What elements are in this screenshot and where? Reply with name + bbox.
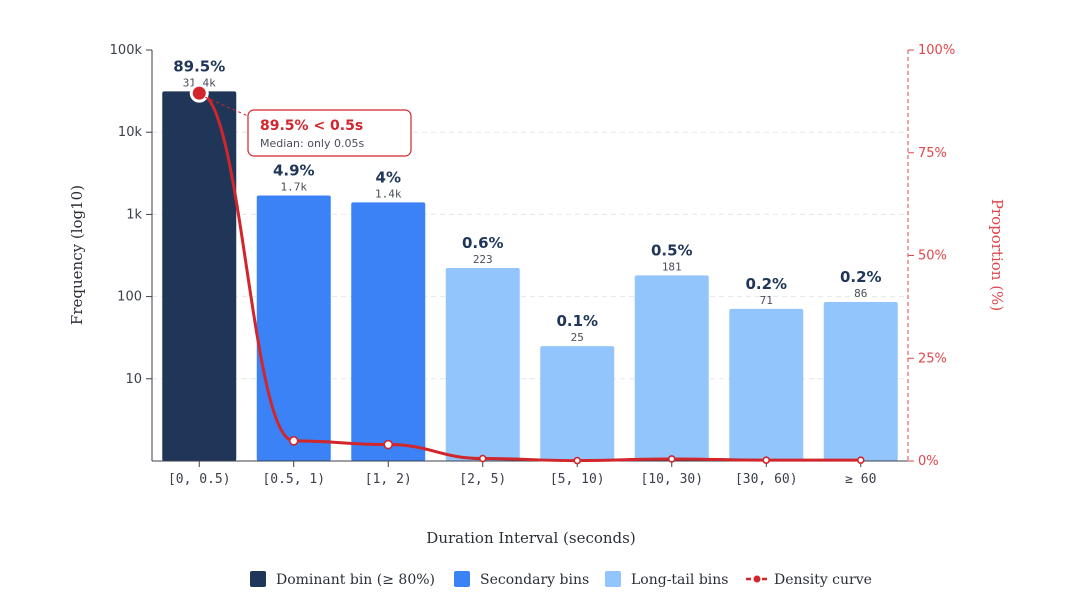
- y-tick-label: 100k: [110, 43, 143, 58]
- bars: [162, 91, 898, 461]
- y2-tick-label: 75%: [918, 146, 947, 161]
- annotation-title: 89.5% < 0.5s: [260, 118, 363, 134]
- legend-swatch-longtail: [605, 571, 621, 587]
- density-point-highlight: [189, 83, 209, 103]
- density-point: [762, 456, 771, 464]
- bar: [634, 275, 709, 461]
- bar: [540, 346, 615, 461]
- legend-swatch-secondary: [454, 571, 470, 587]
- category-label: [5, 10): [550, 472, 605, 487]
- density-point: [478, 454, 487, 463]
- bar: [823, 301, 898, 461]
- annotation: 89.5% < 0.5s Median: only 0.05s: [205, 96, 412, 157]
- percent-label: 0.2%: [745, 275, 787, 293]
- count-label: 1.7k: [281, 180, 308, 193]
- y-tick-label: 10: [125, 372, 142, 387]
- bar-labels: 89.5%31.4k 4.9%1.7k 4%1.4k 0.6%223 0.1%25 0.5…: [173, 57, 881, 344]
- y2-tick-label: 50%: [918, 249, 947, 264]
- annotation-box: [247, 109, 412, 157]
- tick-labels: 10 100 1k 10k 100k 0% 25% 50% 75% 100%: [110, 43, 956, 469]
- count-label: 71: [760, 294, 773, 307]
- legend: Dominant bin (≥ 80%) Secondary bins Long-t…: [250, 571, 872, 588]
- density-point: [573, 456, 582, 465]
- legend-label: Dominant bin (≥ 80%): [276, 572, 435, 588]
- count-label: 86: [854, 287, 867, 300]
- density-point: [383, 439, 394, 450]
- bar: [351, 202, 426, 461]
- y-tick-label: 100: [117, 290, 142, 305]
- category-label: [30, 60): [735, 472, 798, 487]
- annotation-leader: [205, 96, 249, 117]
- percent-label: 89.5%: [173, 57, 225, 75]
- count-label: 1.4k: [375, 187, 402, 200]
- y2-axis-title: Proportion (%): [988, 199, 1006, 311]
- density-point: [667, 455, 676, 463]
- count-label: 223: [473, 253, 493, 266]
- legend-swatch-dominant: [250, 571, 266, 587]
- density-curve: [189, 83, 865, 465]
- bar: [162, 91, 237, 461]
- y-tick-label: 1k: [126, 207, 142, 222]
- percent-label: 0.6%: [462, 234, 504, 252]
- count-label: 25: [571, 331, 584, 344]
- x-axis-title: Duration Interval (seconds): [426, 529, 635, 547]
- category-labels: [0, 0.5) [0.5, 1) [1, 2) [2, 5) [5, 10) [10, …: [168, 472, 876, 487]
- annotation-subtitle: Median: only 0.05s: [260, 137, 364, 150]
- bar: [729, 308, 804, 461]
- percent-label: 4.9%: [273, 161, 315, 179]
- category-label: [10, 30): [640, 472, 703, 487]
- legend-label: Density curve: [774, 572, 872, 588]
- percent-label: 0.1%: [556, 312, 598, 330]
- bar: [256, 195, 331, 461]
- legend-label: Secondary bins: [480, 572, 589, 588]
- density-point: [856, 456, 865, 464]
- category-label: [0.5, 1): [262, 472, 325, 487]
- legend-label: Long-tail bins: [631, 572, 728, 588]
- y-axis-title: Frequency (log10): [68, 185, 86, 325]
- bar: [445, 267, 520, 461]
- percent-label: 0.2%: [840, 268, 882, 286]
- percent-label: 0.5%: [651, 241, 693, 259]
- category-label: [0, 0.5): [168, 472, 231, 487]
- category-label: ≥ 60: [845, 472, 876, 487]
- category-label: [2, 5): [459, 472, 506, 487]
- y2-tick-label: 0%: [918, 454, 939, 469]
- count-label: 31.4k: [183, 76, 216, 89]
- y2-tick-label: 100%: [918, 43, 955, 58]
- legend-swatch-density-dot: [753, 575, 761, 583]
- percent-label: 4%: [376, 168, 401, 186]
- category-label: [1, 2): [365, 472, 412, 487]
- y-tick-label: 10k: [118, 125, 143, 140]
- y2-tick-label: 25%: [918, 351, 947, 366]
- count-label: 181: [662, 260, 682, 273]
- density-point: [288, 436, 299, 446]
